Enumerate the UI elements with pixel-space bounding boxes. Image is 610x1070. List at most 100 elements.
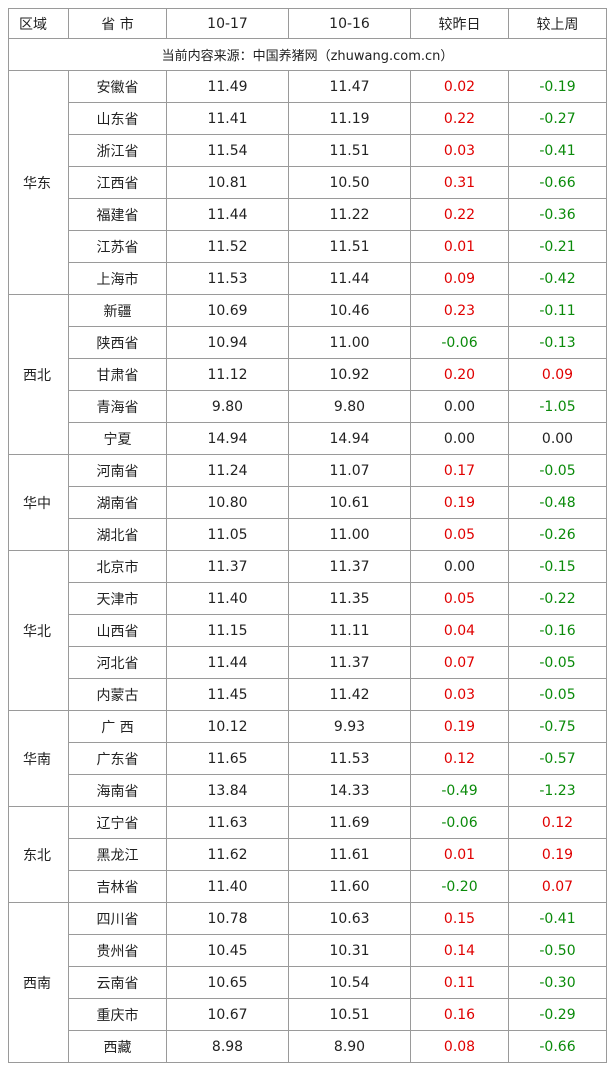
province-cell: 四川省 bbox=[68, 902, 167, 935]
value-cell: 9.80 bbox=[166, 390, 289, 423]
value-cell: -0.66 bbox=[508, 1030, 607, 1063]
value-cell: -0.15 bbox=[508, 550, 607, 583]
value-cell: 14.33 bbox=[288, 774, 411, 807]
value-cell: 10.81 bbox=[166, 166, 289, 199]
region-cell: 华南 bbox=[8, 710, 69, 807]
province-cell: 辽宁省 bbox=[68, 806, 167, 839]
value-cell: -0.05 bbox=[508, 454, 607, 487]
value-cell: 10.63 bbox=[288, 902, 411, 935]
province-cell: 山西省 bbox=[68, 614, 167, 647]
value-cell: 11.52 bbox=[166, 230, 289, 263]
value-cell: -0.22 bbox=[508, 582, 607, 615]
province-cell: 福建省 bbox=[68, 198, 167, 231]
value-cell: 0.04 bbox=[410, 614, 509, 647]
province-cell: 安徽省 bbox=[68, 70, 167, 103]
data-row: 西北 新疆 10.69 10.46 0.23 -0.11 bbox=[8, 294, 607, 455]
header-cell: 区域 bbox=[8, 8, 69, 39]
province-cell: 广东省 bbox=[68, 742, 167, 775]
province-cell: 河北省 bbox=[68, 646, 167, 679]
value-cell: 10.51 bbox=[288, 998, 411, 1031]
value-cell: 11.44 bbox=[288, 262, 411, 295]
province-cell: 甘肃省 bbox=[68, 358, 167, 391]
value-cell: -0.49 bbox=[410, 774, 509, 807]
province-cell: 重庆市 bbox=[68, 998, 167, 1031]
value-cell: 11.51 bbox=[288, 230, 411, 263]
value-cell: 14.94 bbox=[166, 422, 289, 455]
province-cell: 陕西省 bbox=[68, 326, 167, 359]
province-cell: 青海省 bbox=[68, 390, 167, 423]
data-row: 吉林省 11.40 11.60 -0.20 0.07 bbox=[9, 870, 607, 903]
province-cell: 上海市 bbox=[68, 262, 167, 295]
value-cell: -0.36 bbox=[508, 198, 607, 231]
province-cell: 新疆 bbox=[68, 294, 167, 327]
province-cell: 湖北省 bbox=[68, 518, 167, 551]
province-cell: 云南省 bbox=[68, 966, 167, 999]
value-cell: 11.51 bbox=[288, 134, 411, 167]
value-cell: 11.22 bbox=[288, 198, 411, 231]
value-cell: -0.19 bbox=[508, 70, 607, 103]
region-cell: 东北 bbox=[8, 806, 69, 903]
value-cell: 11.49 bbox=[166, 70, 289, 103]
value-cell: 10.65 bbox=[166, 966, 289, 999]
data-row: 江西省 10.81 10.50 0.31 -0.66 bbox=[9, 166, 607, 199]
value-cell: 11.45 bbox=[166, 678, 289, 711]
value-cell: -1.23 bbox=[508, 774, 607, 807]
value-cell: 11.54 bbox=[166, 134, 289, 167]
data-row: 华东 安徽省 11.49 11.47 0.02 -0.19 bbox=[8, 70, 607, 295]
value-cell: 11.62 bbox=[166, 838, 289, 871]
data-row: 福建省 11.44 11.22 0.22 -0.36 bbox=[9, 198, 607, 231]
region-cell: 华中 bbox=[8, 454, 69, 551]
data-row: 华南广 西 10.12 9.93 0.19 -0.75 bbox=[8, 710, 607, 807]
value-cell: -0.16 bbox=[508, 614, 607, 647]
data-row: 东北 辽宁省 11.63 11.69 -0.06 0.12 bbox=[8, 806, 607, 903]
value-cell: -0.21 bbox=[508, 230, 607, 263]
value-cell: 11.00 bbox=[288, 326, 411, 359]
value-cell: 0.12 bbox=[410, 742, 509, 775]
value-cell: -0.27 bbox=[508, 102, 607, 135]
source-note: 当前内容来源：中国养猪网（zhuwang.com.cn） bbox=[8, 38, 607, 71]
value-cell: 0.09 bbox=[410, 262, 509, 295]
data-row: 宁夏 14.94 14.94 0.00 0.00 bbox=[9, 422, 607, 455]
value-cell: -0.13 bbox=[508, 326, 607, 359]
value-cell: -0.06 bbox=[410, 806, 509, 839]
value-cell: 10.46 bbox=[288, 294, 411, 327]
value-cell: -0.20 bbox=[410, 870, 509, 903]
value-cell: 0.20 bbox=[410, 358, 509, 391]
province-cell: 江西省 bbox=[68, 166, 167, 199]
value-cell: 0.22 bbox=[410, 198, 509, 231]
header-cell: 省 市 bbox=[68, 8, 167, 39]
data-row: 重庆市 10.67 10.51 0.16 -0.29 bbox=[9, 998, 607, 1031]
value-cell: 0.22 bbox=[410, 102, 509, 135]
value-cell: 0.12 bbox=[508, 806, 607, 839]
value-cell: 0.05 bbox=[410, 582, 509, 615]
data-row: 广东省 11.65 11.53 0.12 -0.57 bbox=[9, 742, 607, 775]
value-cell: -0.29 bbox=[508, 998, 607, 1031]
header-cell: 10-17 bbox=[166, 8, 289, 39]
data-row: 河北省 11.44 11.37 0.07 -0.05 bbox=[9, 646, 607, 679]
value-cell: 0.01 bbox=[410, 838, 509, 871]
value-cell: 11.37 bbox=[166, 550, 289, 583]
data-row: 湖南省 10.80 10.61 0.19 -0.48 bbox=[9, 486, 607, 519]
province-cell: 海南省 bbox=[68, 774, 167, 807]
value-cell: 0.00 bbox=[508, 422, 607, 455]
value-cell: -0.50 bbox=[508, 934, 607, 967]
value-cell: -0.41 bbox=[508, 902, 607, 935]
value-cell: 10.94 bbox=[166, 326, 289, 359]
data-row: 云南省 10.65 10.54 0.11 -0.30 bbox=[9, 966, 607, 999]
value-cell: 0.16 bbox=[410, 998, 509, 1031]
data-row: 江苏省 11.52 11.51 0.01 -0.21 bbox=[9, 230, 607, 263]
value-cell: 0.11 bbox=[410, 966, 509, 999]
value-cell: -0.48 bbox=[508, 486, 607, 519]
province-cell: 湖南省 bbox=[68, 486, 167, 519]
data-row: 天津市 11.40 11.35 0.05 -0.22 bbox=[9, 582, 607, 615]
value-cell: 11.53 bbox=[288, 742, 411, 775]
data-row: 山西省 11.15 11.11 0.04 -0.16 bbox=[9, 614, 607, 647]
value-cell: -0.66 bbox=[508, 166, 607, 199]
value-cell: -0.30 bbox=[508, 966, 607, 999]
value-cell: 11.69 bbox=[288, 806, 411, 839]
source-row: 当前内容来源：中国养猪网（zhuwang.com.cn） bbox=[8, 38, 607, 71]
value-cell: 11.60 bbox=[288, 870, 411, 903]
data-row: 贵州省 10.45 10.31 0.14 -0.50 bbox=[9, 934, 607, 967]
value-cell: 0.15 bbox=[410, 902, 509, 935]
